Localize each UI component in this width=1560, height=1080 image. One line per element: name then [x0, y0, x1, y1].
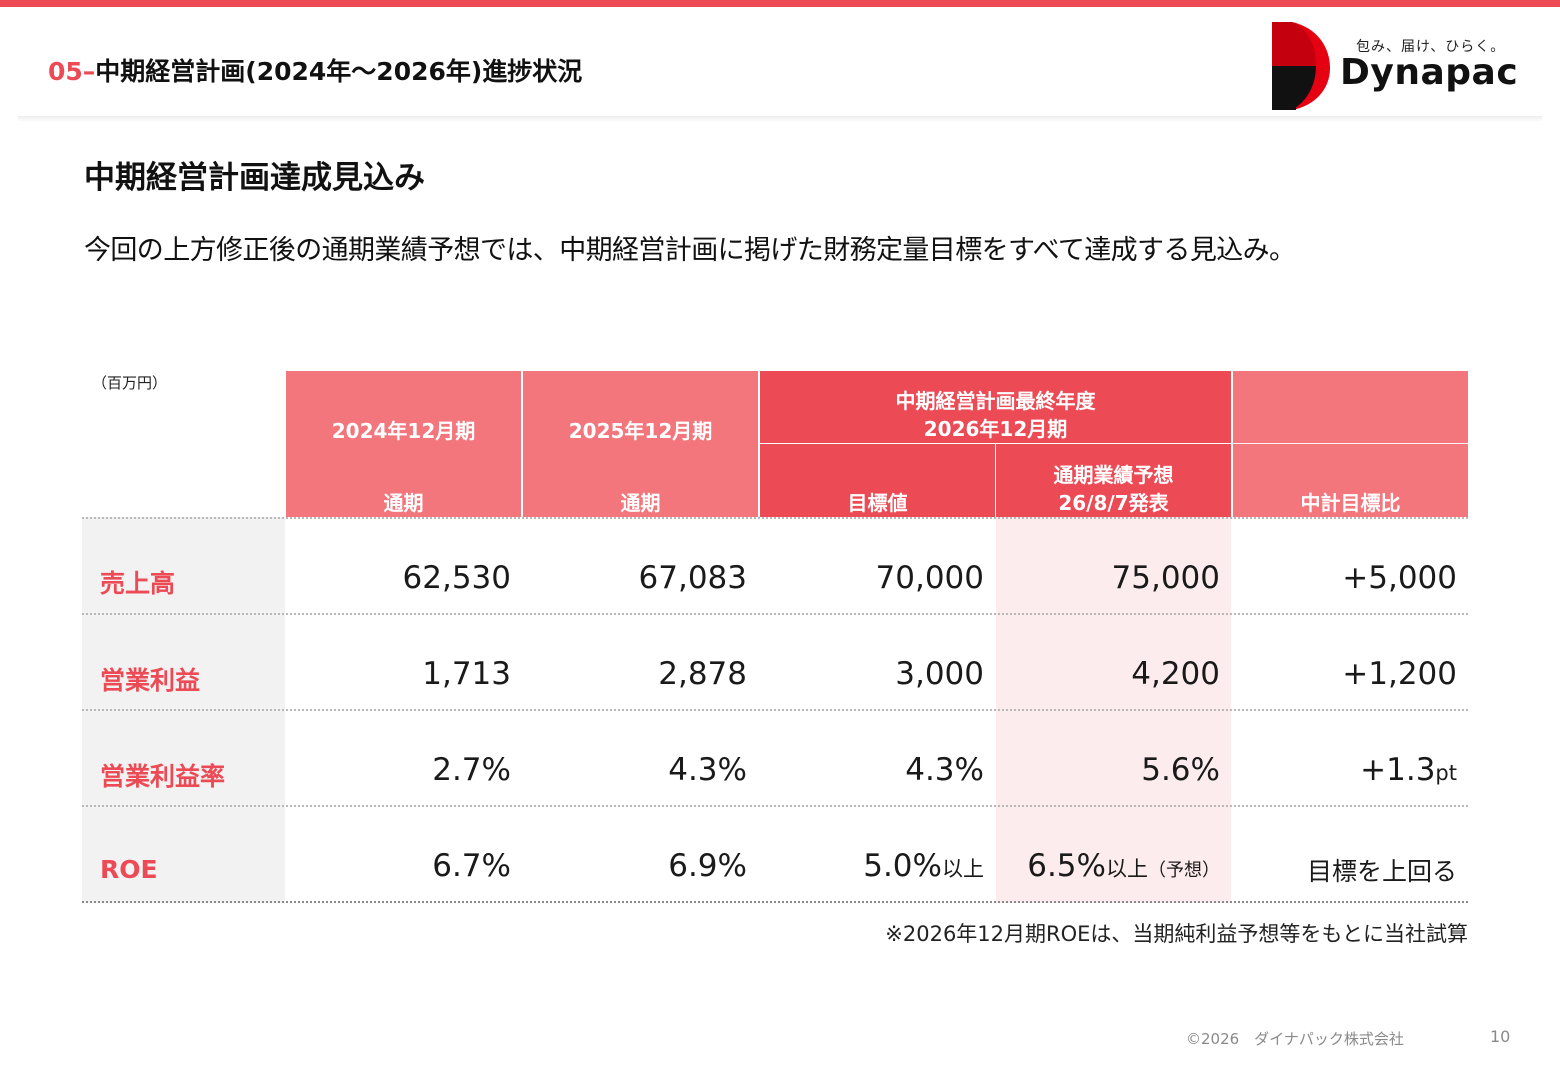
cell-sales-fy2024: 62,530	[402, 560, 511, 596]
cell-sales-target: 70,000	[875, 560, 984, 596]
header-final-year: 中期経営計画最終年度 2026年12月期	[760, 371, 1231, 443]
section-number: 05–	[48, 57, 96, 86]
header-target: 目標値	[760, 444, 995, 517]
header-final-year-line2: 2026年12月期	[923, 417, 1068, 441]
table-footnote: ※2026年12月期ROEは、当期純利益予想等をもとに当社試算	[885, 922, 1468, 946]
cell-roe-vs-plan: 目標を上回る	[1306, 857, 1457, 886]
header-final-year-line1: 中期経営計画最終年度	[895, 389, 1096, 413]
row-label-operating-profit: 営業利益	[100, 666, 201, 695]
cell-roe-fy2025: 6.9%	[668, 848, 747, 884]
logo-mark-icon	[1272, 22, 1330, 110]
unit-label: （百万円）	[92, 374, 168, 392]
row-separator	[82, 805, 1468, 807]
cell-op-target: 3,000	[895, 656, 984, 692]
cell-roe-forecast-suffix: 以上	[1106, 857, 1148, 881]
header-fy2024-title: 2024年12月期	[331, 419, 476, 443]
cell-sales-forecast: 75,000	[1111, 560, 1220, 596]
row-separator	[82, 709, 1468, 711]
section-title-text: 中期経営計画(2024年～2026年)進捗状況	[95, 57, 583, 86]
header-divider-line	[760, 443, 1468, 444]
header-target-label: 目標値	[847, 491, 908, 515]
page-title: 中期経営計画達成見込み	[84, 160, 425, 196]
header-forecast-line2: 26/8/7発表	[1058, 491, 1169, 515]
header-divider	[18, 116, 1542, 122]
header-fy2025-sub: 通期	[620, 491, 661, 515]
cell-op-forecast: 4,200	[1131, 656, 1220, 692]
cell-margin-fy2025: 4.3%	[668, 752, 747, 788]
header-fy2025-title: 2025年12月期	[568, 419, 713, 443]
row-separator	[82, 517, 1468, 519]
cell-op-fy2024: 1,713	[422, 656, 511, 692]
cell-roe-forecast-value: 6.5%	[1027, 848, 1106, 884]
header-vs-plan: 中計目標比	[1233, 371, 1468, 517]
row-label-sales: 売上高	[100, 569, 176, 598]
header-fy2024: 2024年12月期 通期	[286, 371, 521, 517]
cell-roe-target-value: 5.0%	[863, 848, 942, 884]
company-logo: 包み、届け、ひらく。 Dynapac	[1270, 22, 1518, 112]
row-label-operating-margin: 営業利益率	[100, 762, 226, 791]
cell-roe-target-suffix: 以上	[942, 857, 984, 881]
row-separator	[82, 613, 1468, 615]
cell-margin-vs-plan-value: +1.3	[1360, 752, 1436, 788]
page-number: 10	[1490, 1027, 1511, 1046]
cell-roe-forecast-note: （予想）	[1148, 860, 1220, 881]
cell-margin-target: 4.3%	[905, 752, 984, 788]
header-fy2025: 2025年12月期 通期	[523, 371, 758, 517]
row-label-roe: ROE	[100, 855, 158, 884]
cell-roe-target: 5.0%以上	[863, 848, 984, 884]
cell-roe-fy2024: 6.7%	[432, 848, 511, 884]
cell-margin-vs-plan-unit: pt	[1435, 761, 1457, 785]
cell-sales-vs-plan: +5,000	[1342, 560, 1457, 596]
cell-roe-forecast: 6.5%以上（予想）	[1027, 848, 1220, 884]
cell-margin-forecast: 5.6%	[1141, 752, 1220, 788]
cell-margin-vs-plan: +1.3pt	[1360, 752, 1457, 788]
footer-copyright: ©2026 ダイナパック株式会社	[1186, 1030, 1404, 1048]
cell-sales-fy2025: 67,083	[638, 560, 747, 596]
cell-op-fy2025: 2,878	[658, 656, 747, 692]
logo-wordmark: Dynapac	[1340, 52, 1519, 93]
cell-op-vs-plan: +1,200	[1342, 656, 1457, 692]
lead-text: 今回の上方修正後の通期業績予想では、中期経営計画に掲げた財務定量目標をすべて達成…	[84, 235, 1296, 266]
logo-tagline: 包み、届け、ひらく。	[1356, 39, 1506, 55]
table-bottom-line	[82, 901, 1468, 903]
header-vs-plan-label: 中計目標比	[1300, 491, 1401, 515]
header-forecast: 通期業績予想 26/8/7発表	[996, 444, 1231, 517]
top-accent-bar	[0, 0, 1560, 7]
header-fy2024-sub: 通期	[383, 491, 424, 515]
header-forecast-line1: 通期業績予想	[1053, 463, 1174, 487]
section-title: 05–中期経営計画(2024年～2026年)進捗状況	[48, 52, 582, 88]
cell-margin-fy2024: 2.7%	[432, 752, 511, 788]
